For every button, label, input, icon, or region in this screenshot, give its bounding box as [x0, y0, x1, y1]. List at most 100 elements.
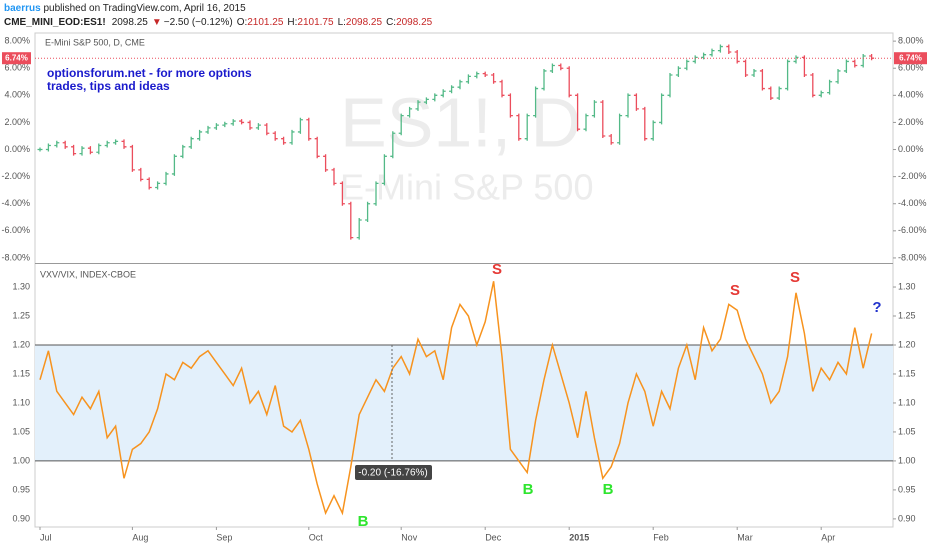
price-bar	[499, 79, 505, 98]
band-fill	[35, 344, 893, 461]
ohlc: O:2101.25 H:2101.75 L:2098.25 C:2098.25	[237, 17, 433, 28]
price-bar	[583, 113, 589, 132]
price-bar	[776, 86, 782, 101]
ohlc-label: C:	[386, 17, 396, 28]
promo-line: trades, tips and ideas	[47, 79, 170, 93]
x-tick-label: Aug	[132, 532, 148, 542]
price-bar	[591, 100, 597, 118]
price-bar	[247, 120, 253, 130]
signal-annotation: S	[492, 261, 502, 278]
published: published on TradingView.com, April 16, …	[41, 3, 246, 14]
price-bar	[785, 59, 791, 91]
y-tick-label: 1.25	[12, 310, 30, 320]
price-bar	[659, 93, 665, 125]
last-price-label: 6.74%	[5, 53, 28, 62]
promo-annotation: optionsforum.net - for more options trade…	[47, 66, 252, 93]
price-bar	[608, 133, 614, 145]
top-pane: 8.00% 8.00% 6.00% 6.00% 4.00% 4.00% 2.00% 2.00%…	[1, 36, 927, 262]
price-bar	[113, 139, 119, 145]
price-bar	[71, 144, 77, 156]
price-bar	[323, 154, 329, 172]
ohlc-value: 2098.25	[346, 17, 383, 28]
price-bar	[516, 113, 522, 141]
ratio-line	[39, 281, 873, 516]
ohlc-label: L:	[338, 17, 346, 28]
price-bar	[835, 68, 841, 84]
price-bar	[45, 143, 51, 152]
x-tick-label: Apr	[821, 532, 835, 542]
pane-title: E-Mini S&P 500, D, CME	[45, 37, 145, 47]
y-tick-label: 1.15	[898, 368, 916, 378]
price-bar	[163, 171, 169, 186]
publish-line: baerrus published on TradingView.com, Ap…	[4, 3, 246, 14]
price-bar	[759, 68, 765, 91]
watermark-symbol: ES1!, D	[340, 83, 581, 161]
price-bar	[457, 79, 463, 90]
price-bar	[793, 55, 799, 64]
price-bar	[558, 63, 564, 71]
signal-annotation: ?	[872, 299, 881, 316]
signal-annotation: B	[358, 513, 369, 530]
y-tick-label: 0.95	[12, 484, 30, 494]
price-bar	[675, 66, 681, 78]
price-bar	[289, 129, 295, 145]
price-bar	[726, 44, 732, 54]
chart-frame	[34, 32, 894, 528]
change: −2.50 (−0.12%)	[164, 17, 233, 28]
price-bar	[197, 129, 203, 141]
price-bar	[205, 125, 211, 134]
price-bar	[827, 79, 833, 95]
price-bar	[533, 86, 539, 118]
y-tick-label: -6.00%	[1, 225, 30, 235]
price-bar	[491, 73, 497, 84]
price-bar	[810, 73, 816, 98]
ohlc-value: 2101.25	[247, 17, 284, 28]
y-tick-label: -2.00%	[1, 171, 30, 181]
price-bar	[381, 154, 387, 186]
y-tick-label: 1.25	[898, 310, 916, 320]
last-price-label: 6.74%	[899, 53, 922, 62]
y-tick-label: 1.00	[12, 455, 30, 465]
price-bar	[373, 181, 379, 206]
y-tick-label: 0.00%	[4, 144, 30, 154]
price-bar	[843, 59, 849, 73]
price-bar	[507, 93, 513, 118]
x-tick-label: Dec	[485, 532, 502, 542]
price-bar	[440, 89, 446, 98]
y-tick-label: 1.10	[12, 397, 30, 407]
y-tick-label: 1.05	[898, 426, 916, 436]
y-tick-label: 0.95	[898, 484, 916, 494]
price-bar	[96, 143, 102, 155]
price-bar	[617, 113, 623, 145]
signal-annotation: S	[790, 269, 800, 286]
author[interactable]: baerrus	[4, 3, 41, 14]
price-bar	[104, 140, 110, 148]
price-bar	[751, 68, 757, 78]
symbol-line: CME_MINI_EOD:ES1! 2098.25 ▼ −2.50 (−0.12%) O…	[4, 17, 433, 28]
y-tick-label: -8.00%	[898, 252, 927, 262]
price-bar	[768, 86, 774, 101]
y-tick-label: 8.00%	[4, 36, 30, 46]
price-bar	[801, 55, 807, 78]
x-tick-label: Jul	[40, 532, 52, 542]
price-bar	[62, 140, 68, 149]
y-tick-label: 1.20	[12, 339, 30, 349]
y-tick-label: 8.00%	[898, 36, 924, 46]
price-bar	[188, 136, 194, 149]
price-bar	[743, 59, 749, 78]
pane-title: VXV/VIX, INDEX-CBOE	[40, 269, 136, 279]
x-tick-label: Feb	[653, 532, 669, 542]
price-bar	[600, 100, 606, 138]
price-bar	[734, 49, 740, 64]
last-price: 2098.25	[112, 17, 149, 28]
y-tick-label: -4.00%	[898, 198, 927, 208]
price-bar	[860, 54, 866, 68]
y-tick-label: 6.00%	[898, 63, 924, 73]
price-bar	[701, 52, 707, 60]
price-bar	[306, 117, 312, 141]
y-tick-label: -4.00%	[1, 198, 30, 208]
price-bar	[339, 181, 345, 206]
price-bar	[717, 44, 723, 53]
signal-annotation: B	[603, 481, 614, 498]
y-tick-label: 0.00%	[898, 144, 924, 154]
